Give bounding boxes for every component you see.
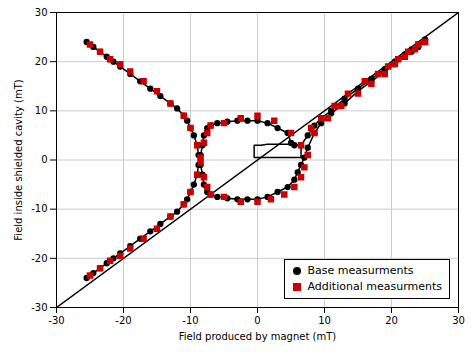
html-text:Additional measurments: Additional measurments [307,280,442,293]
svg-text:Field produced by magnet (mT): Field produced by magnet (mT) [179,331,336,342]
svg-text:10: 10 [318,315,331,326]
svg-text:Field inside shielded cavity (: Field inside shielded cavity (mT) [13,79,24,240]
svg-text:-10: -10 [31,203,47,214]
svg-text:20: 20 [385,315,398,326]
svg-text:20: 20 [35,56,48,67]
svg-text:30: 30 [35,7,48,18]
html-text:Base measurments: Base measurments [307,264,414,277]
svg-text:0: 0 [41,154,47,165]
svg-text:-20: -20 [31,253,47,264]
svg-text:10: 10 [35,105,48,116]
svg-text:-20: -20 [115,315,131,326]
svg-text:-30: -30 [48,315,64,326]
svg-text:0: 0 [254,315,260,326]
svg-text:-30: -30 [31,302,47,313]
svg-text:-10: -10 [182,315,198,326]
svg-text:30: 30 [452,315,465,326]
